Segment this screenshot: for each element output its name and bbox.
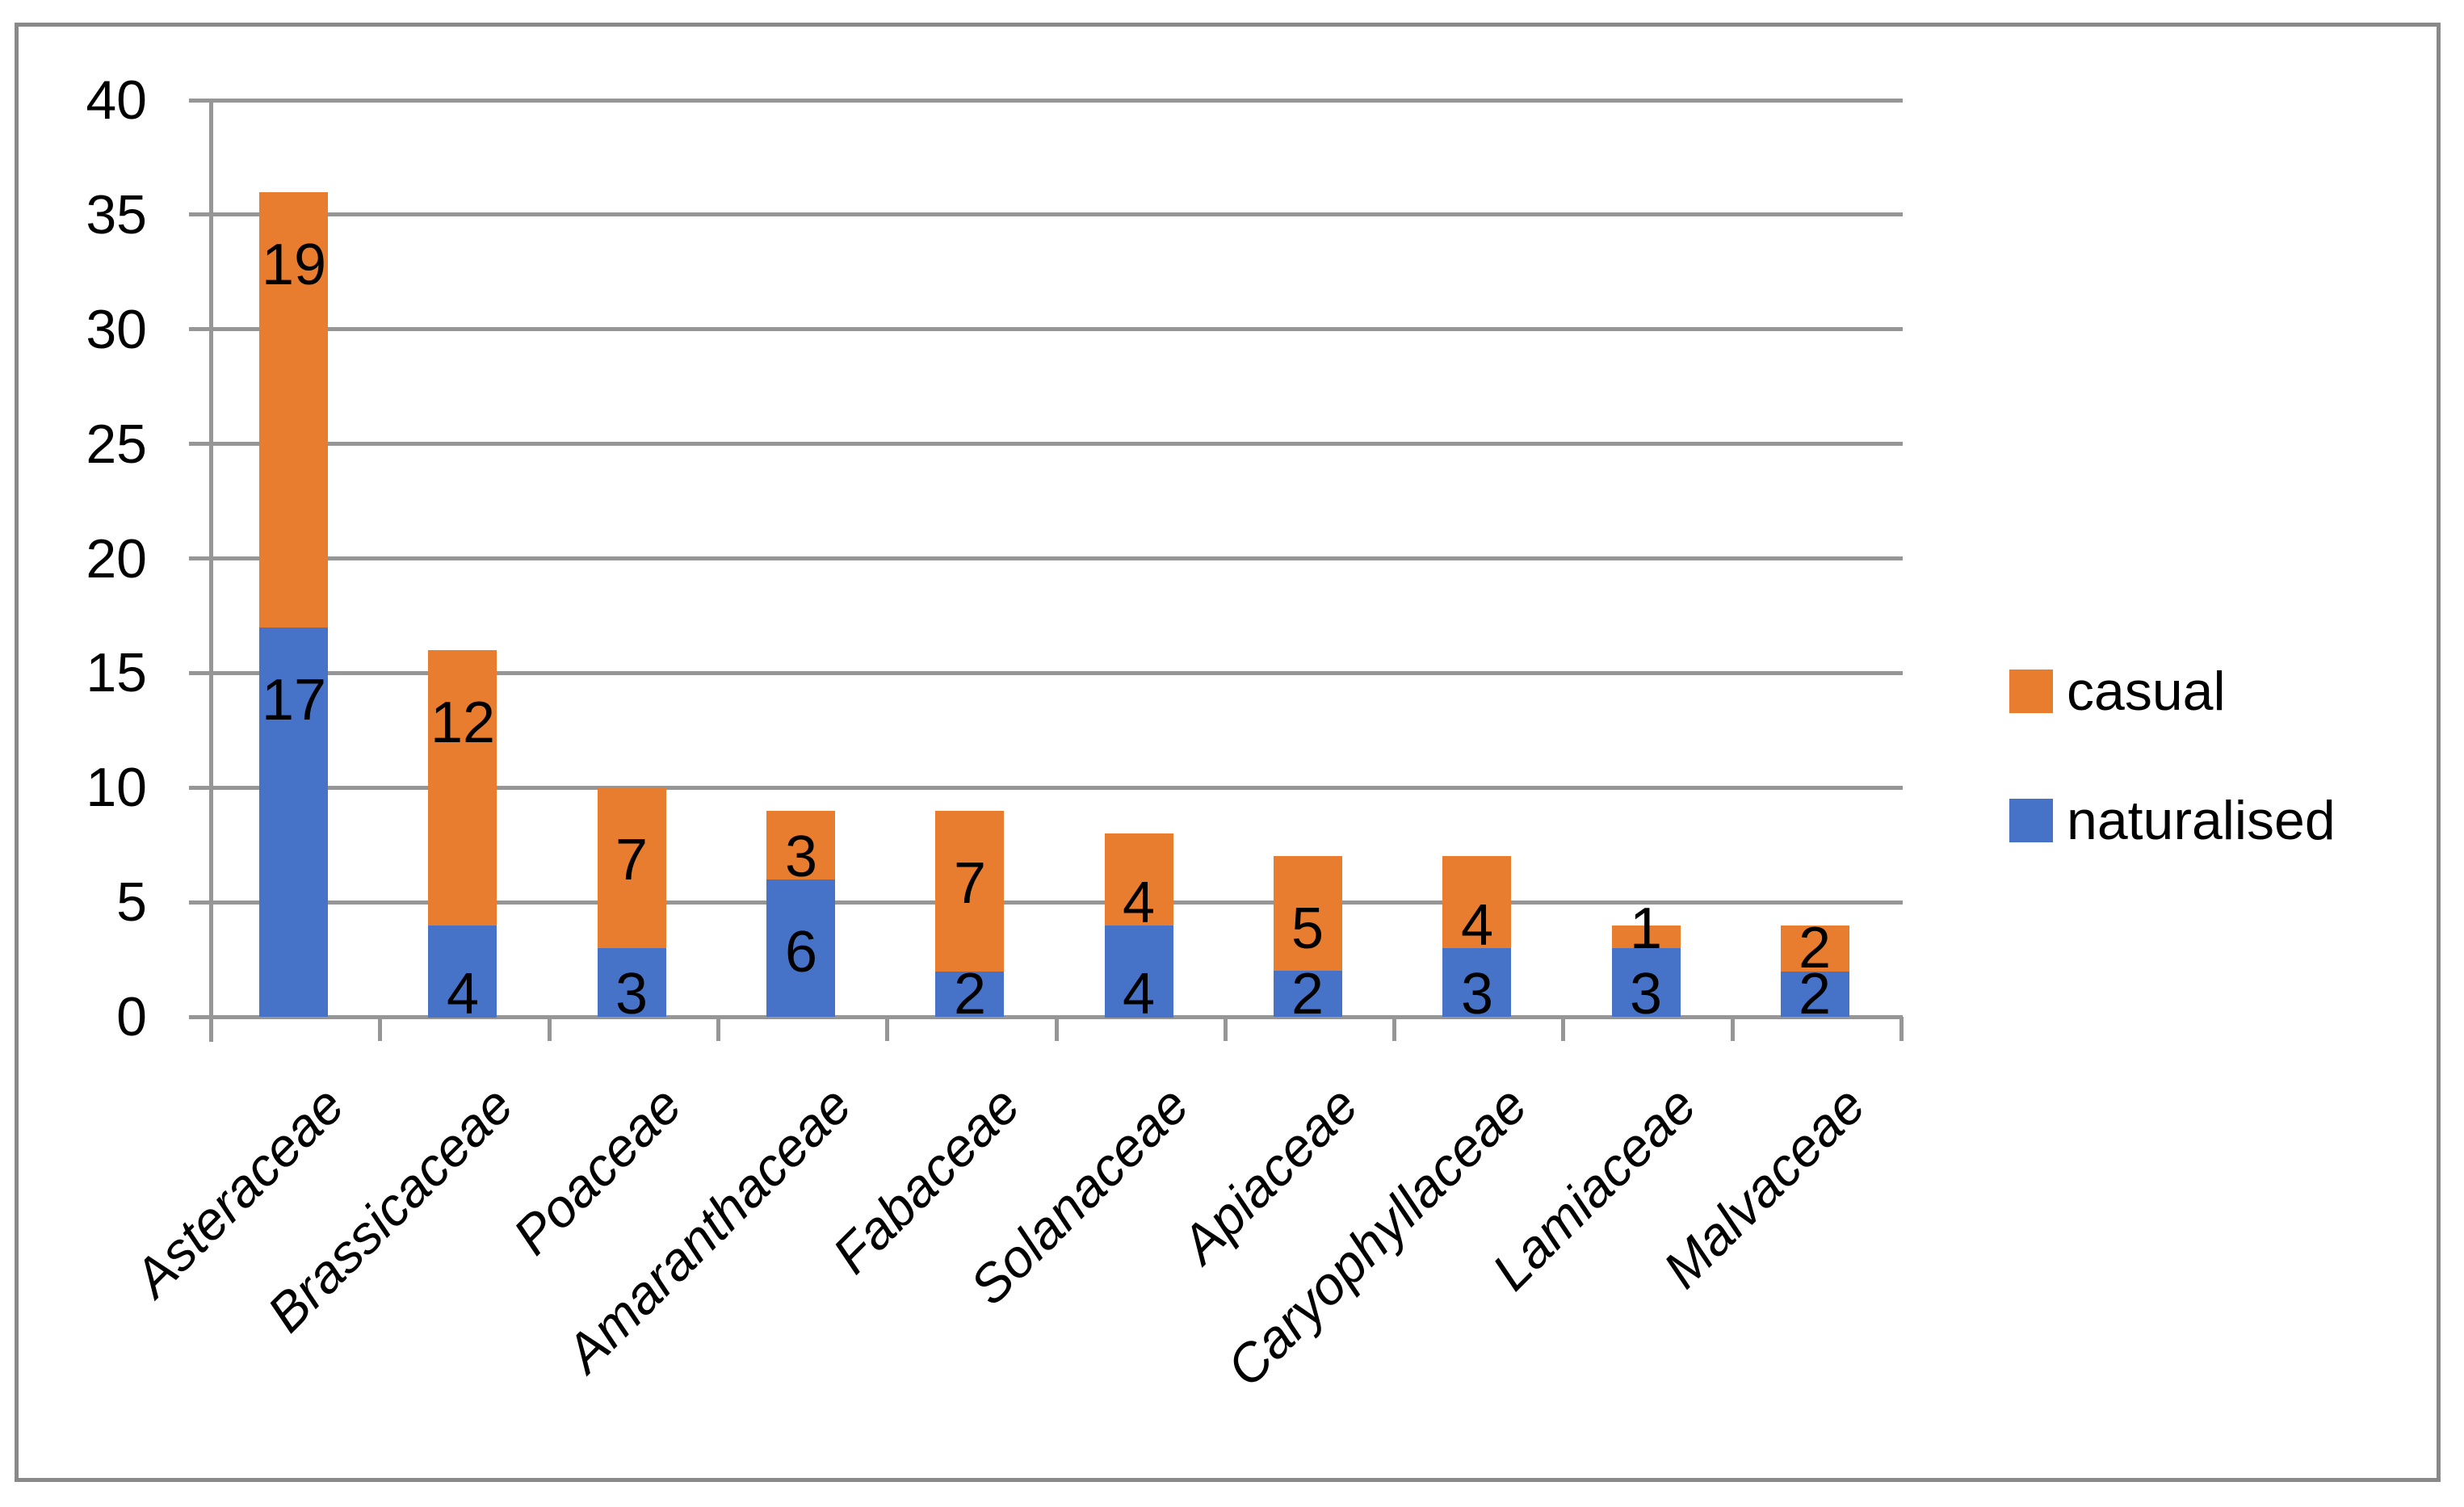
data-label-casual-caryophyllaceae: 4 [1460,893,1494,958]
bar-segment-naturalised-caryophyllaceae [1442,948,1511,1017]
bar-segment-naturalised-fabaceae [935,971,1004,1017]
x-axis-category-tick [1899,1017,1904,1041]
data-label-naturalised-solanaceae: 4 [1122,962,1156,1026]
bar-segment-casual-poaceae [598,787,666,948]
x-axis-category-tick [716,1017,720,1041]
bar-segment-casual-lamiaceae [1612,926,1681,948]
data-label-casual-brassicaceae: 12 [430,691,496,755]
x-axis-category-tick [1731,1017,1735,1041]
data-label-casual-lamiaceae: 1 [1629,896,1663,961]
data-label-casual-fabaceae: 7 [953,851,987,916]
data-label-naturalised-lamiaceae: 3 [1629,962,1663,1026]
x-axis-category-tick [548,1017,552,1041]
x-axis-category-tick [378,1017,382,1041]
y-tick-label-0: 0 [116,986,147,1047]
data-label-casual-poaceae: 7 [615,828,649,892]
bar-segment-naturalised-apiaceae [1274,971,1342,1017]
legend-label-naturalised: naturalised [2067,790,2336,851]
data-label-naturalised-amaranthaceae: 6 [784,920,818,984]
legend-swatch-naturalised [2009,799,2053,842]
x-axis-category-tick [885,1017,889,1041]
chart-outer-border [15,23,2441,1482]
legend-item-naturalised: naturalised [2009,793,2336,848]
horizontal-gridline [189,786,1903,790]
y-tick-label-15: 15 [86,642,147,703]
bar-segment-casual-amaranthaceae [766,811,835,879]
horizontal-gridline [189,327,1903,331]
bar-segment-casual-brassicaceae [428,650,497,926]
bar-segment-naturalised-brassicaceae [428,926,497,1018]
bar-segment-naturalised-amaranthaceae [766,879,835,1017]
y-tick-label-5: 5 [116,871,147,933]
bar-segment-naturalised-malvaceae [1781,971,1849,1017]
legend-label-casual: casual [2067,661,2226,722]
x-axis-category-tick [1224,1017,1228,1041]
legend-swatch-casual [2009,670,2053,713]
data-label-casual-malvaceae: 2 [1798,916,1832,980]
data-label-casual-asteraceae: 19 [261,233,327,297]
legend-item-casual: casual [2009,664,2226,719]
y-tick-label-35: 35 [86,184,147,246]
horizontal-gridline [189,671,1903,675]
x-axis-category-tick [1392,1017,1396,1041]
data-label-naturalised-malvaceae: 2 [1798,962,1832,1026]
x-axis-category-tick [1055,1017,1059,1041]
bar-segment-casual-asteraceae [259,192,328,628]
bar-segment-naturalised-poaceae [598,948,666,1017]
data-label-naturalised-caryophyllaceae: 3 [1460,962,1494,1026]
bar-segment-naturalised-lamiaceae [1612,948,1681,1017]
data-label-naturalised-poaceae: 3 [615,962,649,1026]
horizontal-gridline [189,556,1903,560]
data-label-naturalised-apiaceae: 2 [1291,962,1324,1026]
horizontal-gridline [189,99,1903,103]
bar-segment-casual-malvaceae [1781,926,1849,972]
y-tick-label-20: 20 [86,528,147,590]
horizontal-gridline [189,442,1903,446]
bar-segment-casual-solanaceae [1105,833,1173,926]
horizontal-gridline [189,212,1903,216]
data-label-naturalised-brassicaceae: 4 [446,962,480,1026]
horizontal-gridline [189,900,1903,905]
x-axis-baseline [189,1015,1903,1019]
data-label-naturalised-asteraceae: 17 [261,668,327,733]
bar-segment-casual-fabaceae [935,811,1004,972]
y-axis-line [209,99,213,1042]
x-axis-category-tick [1561,1017,1565,1041]
data-label-casual-apiaceae: 5 [1291,896,1324,961]
y-tick-label-40: 40 [86,69,147,131]
data-label-casual-solanaceae: 4 [1122,871,1156,935]
data-label-naturalised-fabaceae: 2 [953,962,987,1026]
bar-segment-casual-apiaceae [1274,856,1342,971]
y-tick-label-30: 30 [86,299,147,360]
y-tick-label-25: 25 [86,413,147,475]
bar-segment-naturalised-asteraceae [259,628,328,1017]
data-label-casual-amaranthaceae: 3 [784,825,818,889]
bar-segment-casual-caryophyllaceae [1442,856,1511,948]
bar-segment-naturalised-solanaceae [1105,926,1173,1018]
y-tick-label-10: 10 [86,757,147,818]
